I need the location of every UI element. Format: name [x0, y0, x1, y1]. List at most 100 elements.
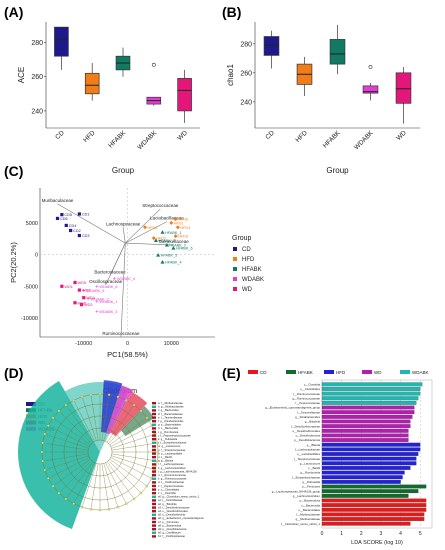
loading-arrow — [125, 221, 168, 244]
clado-node — [125, 502, 128, 505]
legend-swatch — [233, 287, 237, 291]
clado-branch — [103, 396, 119, 441]
loading-label: Bacteroidaceae — [94, 269, 126, 274]
clado-node — [40, 450, 44, 454]
pca-point — [164, 242, 169, 247]
panel-label-d: (D) — [4, 365, 23, 381]
pca-point — [156, 253, 161, 257]
lda-bar — [321, 484, 427, 489]
clado-key-label: a3: f__Desulfovibrionaceae — [158, 505, 190, 509]
pca-point: + — [82, 289, 86, 295]
clado-branch — [103, 463, 119, 508]
clado-key-swatch — [152, 438, 156, 441]
legend-label: CD — [242, 247, 251, 253]
pca-point — [173, 234, 178, 239]
pca-point-label: CD1 — [82, 212, 90, 216]
clado-node — [43, 468, 47, 472]
pca-point: + — [95, 310, 99, 316]
x-axis-title: Group — [112, 166, 135, 175]
lda-legend-label: WD — [374, 370, 382, 375]
clado-key-label: a8: p__Bacteroidota — [158, 523, 182, 527]
lda-bar — [321, 456, 417, 461]
y-tick-label: 260 — [240, 70, 252, 77]
legend-swatch — [233, 277, 237, 281]
clado-node — [107, 393, 111, 396]
clado-node — [41, 459, 44, 463]
x-tick-label: WD — [395, 129, 408, 142]
lda-bar — [321, 521, 411, 526]
lda-bar — [321, 489, 419, 494]
clado-key-label: a1: f__Clostridiaceae — [158, 498, 183, 502]
pca-point-label: WDABK_6 — [99, 285, 117, 289]
clado-key-swatch — [152, 412, 156, 416]
x-tick-label: HFD — [82, 129, 97, 144]
pca-point — [69, 228, 73, 233]
lda-bar — [321, 410, 415, 415]
clado-key-swatch — [152, 452, 156, 455]
clado-branch — [48, 457, 90, 479]
loading-label: Lactobacillaceae — [150, 216, 184, 221]
clado-key-swatch — [152, 513, 156, 516]
lda-bar — [321, 452, 419, 456]
clado-node — [156, 450, 160, 454]
x-tick-label: WDABK — [136, 129, 158, 151]
clado-key-label: a2: g__Bilophila — [158, 502, 177, 506]
pca-point — [171, 246, 176, 250]
clado-key-swatch — [152, 456, 156, 459]
lda-bar-label: p__Bacteroidota — [300, 499, 321, 503]
lda-bar — [321, 391, 421, 396]
x-axis-title: Group — [326, 166, 349, 175]
lda-bar — [321, 438, 409, 442]
y-tick-label: -5000 — [24, 284, 38, 290]
lda-bar — [321, 479, 401, 484]
y-tick-label: 280 — [240, 41, 252, 48]
x-tick-label: WD — [176, 129, 189, 142]
clado-key-swatch — [152, 466, 156, 470]
lda-bar-label: f__Lachnospiraceae — [295, 448, 321, 452]
lda-bar — [321, 414, 413, 419]
clado-key-label: a0: g__Clostridium_sensu_stricto_1 — [158, 495, 200, 499]
lda-bar-label: g__Bilophila — [305, 420, 321, 424]
lda-bar — [321, 512, 425, 517]
box-cd — [263, 36, 280, 56]
lda-legend-label: WDABK — [412, 370, 429, 375]
y-axis-title: ACE — [17, 67, 26, 83]
clado-branch — [101, 463, 110, 510]
y-tick-label: 240 — [31, 108, 43, 115]
lda-bar-label: f__Ruminococcaceae — [293, 392, 321, 396]
y-axis-title: PC2(20.2%) — [9, 242, 18, 283]
clado-node — [116, 505, 120, 509]
clado-node — [72, 502, 75, 505]
lda-bar-label: g__Ruminococcaceae — [292, 396, 320, 400]
clado-branch — [109, 417, 148, 446]
clado-node — [98, 508, 102, 512]
clado-node — [72, 399, 75, 402]
lda-legend-swatch — [324, 370, 334, 374]
pca-point — [143, 225, 147, 230]
clado-node — [57, 409, 61, 413]
clado-branch — [44, 433, 89, 449]
clado-branch — [42, 453, 89, 462]
lda-legend-label: HFD — [336, 370, 346, 375]
clado-branch — [108, 460, 142, 494]
clado-key-swatch — [152, 517, 156, 520]
lda-bar — [321, 466, 411, 470]
clado-branch — [44, 455, 89, 471]
loading-arrow — [57, 203, 126, 244]
pca-point — [73, 301, 77, 305]
clado-node — [47, 477, 50, 480]
clado-branch — [110, 425, 152, 447]
clado-branch — [65, 461, 94, 500]
y-tick-label: 240 — [240, 99, 252, 106]
lda-legend-label: HFABK — [298, 370, 313, 375]
lda-bar-label: g__Lachnoclostridium — [293, 494, 321, 498]
lda-bar-label: p__Firmicutes — [302, 485, 320, 489]
lda-bar-label: g__Muribaculaceae — [296, 517, 321, 521]
clado-key-swatch — [152, 402, 156, 405]
clado-key-swatch — [152, 427, 156, 430]
lda-bar — [321, 461, 417, 466]
pca-point-label: HFD5 — [148, 226, 158, 230]
x-tick-label: 1 — [340, 531, 343, 537]
clade-hfd-wedge — [101, 380, 123, 433]
